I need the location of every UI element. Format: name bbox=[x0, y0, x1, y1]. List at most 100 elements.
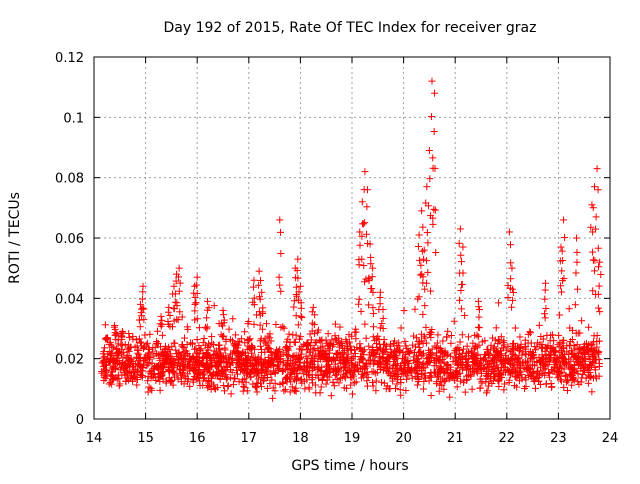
data-point bbox=[376, 344, 384, 352]
data-point bbox=[332, 349, 340, 357]
data-point bbox=[164, 308, 172, 316]
data-point bbox=[594, 186, 602, 194]
data-point bbox=[339, 349, 347, 357]
data-point bbox=[555, 354, 563, 362]
data-point bbox=[331, 320, 339, 328]
data-point bbox=[244, 352, 252, 360]
data-point bbox=[557, 377, 565, 385]
data-point bbox=[419, 385, 427, 393]
data-point bbox=[318, 375, 326, 383]
data-point bbox=[193, 289, 201, 297]
data-point bbox=[191, 307, 199, 315]
data-point bbox=[365, 277, 373, 285]
data-point bbox=[594, 244, 602, 252]
data-point bbox=[210, 384, 218, 392]
data-point bbox=[314, 326, 322, 334]
data-point bbox=[431, 164, 439, 172]
data-point bbox=[135, 354, 143, 362]
data-point bbox=[363, 230, 371, 238]
data-point bbox=[589, 256, 597, 264]
data-point bbox=[276, 216, 284, 224]
data-point bbox=[416, 256, 424, 264]
data-point bbox=[322, 336, 330, 344]
data-point bbox=[107, 371, 115, 379]
data-point bbox=[221, 344, 229, 352]
data-point bbox=[580, 343, 588, 351]
data-point bbox=[368, 273, 376, 281]
data-point bbox=[393, 341, 401, 349]
y-tick-label: 0 bbox=[76, 413, 84, 428]
data-point bbox=[454, 370, 462, 378]
data-point bbox=[361, 168, 369, 176]
data-point bbox=[378, 378, 386, 386]
data-point bbox=[595, 263, 603, 271]
data-point bbox=[429, 220, 437, 228]
data-point bbox=[285, 362, 293, 370]
data-point bbox=[170, 339, 178, 347]
data-point bbox=[217, 331, 225, 339]
data-point bbox=[134, 360, 142, 368]
data-point bbox=[200, 334, 208, 342]
data-point bbox=[173, 299, 181, 307]
data-point bbox=[525, 364, 533, 372]
data-point bbox=[404, 358, 412, 366]
data-point bbox=[197, 345, 205, 353]
data-point bbox=[138, 295, 146, 303]
data-point bbox=[241, 328, 249, 336]
data-point bbox=[541, 314, 549, 322]
data-point bbox=[200, 353, 208, 361]
data-point bbox=[344, 354, 352, 362]
data-point bbox=[150, 352, 158, 360]
data-point bbox=[316, 389, 324, 397]
data-point bbox=[140, 316, 148, 324]
data-point bbox=[255, 267, 263, 275]
data-point bbox=[542, 279, 549, 287]
data-point bbox=[451, 347, 459, 355]
data-point bbox=[291, 338, 299, 346]
x-axis-label: GPS time / hours bbox=[291, 458, 408, 474]
x-tick-label: 20 bbox=[395, 431, 412, 446]
data-point bbox=[422, 323, 430, 331]
data-point bbox=[290, 297, 298, 305]
data-point bbox=[285, 330, 293, 338]
data-point bbox=[475, 341, 483, 349]
data-point bbox=[298, 365, 306, 373]
data-point bbox=[303, 339, 311, 347]
data-point bbox=[470, 369, 478, 377]
data-point bbox=[535, 321, 543, 329]
data-point bbox=[135, 335, 143, 343]
data-point bbox=[502, 346, 510, 354]
x-tick-label: 16 bbox=[189, 431, 206, 446]
grid-lines bbox=[94, 57, 610, 419]
data-point bbox=[371, 337, 379, 345]
data-point bbox=[557, 282, 565, 290]
data-point bbox=[584, 379, 592, 387]
data-point bbox=[292, 351, 300, 359]
data-point bbox=[394, 346, 402, 354]
data-point bbox=[265, 359, 273, 367]
data-point bbox=[495, 382, 503, 390]
data-point bbox=[258, 288, 266, 296]
data-point bbox=[589, 248, 597, 256]
data-point bbox=[453, 367, 461, 375]
data-point bbox=[367, 260, 375, 268]
data-point bbox=[293, 267, 301, 275]
data-point bbox=[586, 373, 594, 381]
data-point bbox=[522, 350, 530, 358]
data-point bbox=[207, 385, 215, 393]
data-point bbox=[531, 384, 539, 392]
x-tick-label: 15 bbox=[137, 431, 154, 446]
data-point bbox=[378, 353, 386, 361]
data-point bbox=[251, 345, 259, 353]
data-point bbox=[561, 234, 569, 242]
data-point bbox=[460, 379, 468, 387]
data-point bbox=[407, 366, 415, 374]
data-point bbox=[214, 383, 222, 391]
data-point bbox=[296, 354, 304, 362]
y-tick-label: 0.02 bbox=[55, 353, 84, 368]
data-point bbox=[156, 362, 164, 370]
data-point bbox=[541, 286, 549, 294]
data-point bbox=[114, 349, 122, 357]
data-point bbox=[311, 311, 319, 319]
data-point bbox=[289, 353, 297, 361]
